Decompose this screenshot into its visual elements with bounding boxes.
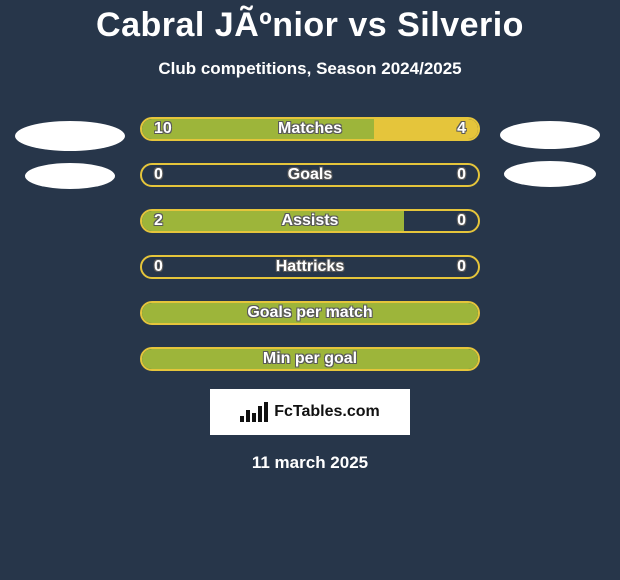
- stat-row: Min per goal: [140, 347, 480, 371]
- comparison-card: Cabral JÃºnior vs Silverio Club competit…: [0, 0, 620, 473]
- stat-row: 00Hattricks: [140, 255, 480, 279]
- avatar-right-1: [504, 161, 596, 187]
- logo-text: FcTables.com: [274, 403, 380, 421]
- stat-row: 20Assists: [140, 209, 480, 233]
- avatar-column-right: [490, 117, 610, 187]
- stat-label: Goals: [142, 165, 478, 185]
- stat-row: Goals per match: [140, 301, 480, 325]
- avatar-left-1: [25, 163, 115, 189]
- stat-label: Goals per match: [142, 303, 478, 323]
- logo-badge: FcTables.com: [210, 389, 410, 435]
- chart-icon: [240, 402, 268, 422]
- page-title: Cabral JÃºnior vs Silverio: [96, 6, 524, 45]
- subtitle: Club competitions, Season 2024/2025: [158, 59, 461, 79]
- stat-row: 00Goals: [140, 163, 480, 187]
- avatar-right-0: [500, 121, 600, 149]
- stat-label: Matches: [142, 119, 478, 139]
- avatar-column-left: [10, 117, 130, 189]
- stat-label: Hattricks: [142, 257, 478, 277]
- stat-bars: 104Matches 00Goals 20Assists 00Hattricks Goa…: [140, 117, 480, 371]
- stat-label: Min per goal: [142, 349, 478, 369]
- avatar-left-0: [15, 121, 125, 151]
- stat-label: Assists: [142, 211, 478, 231]
- compare-zone: 104Matches 00Goals 20Assists 00Hattricks Goa…: [0, 117, 620, 371]
- stat-row: 104Matches: [140, 117, 480, 141]
- date-label: 11 march 2025: [252, 453, 368, 473]
